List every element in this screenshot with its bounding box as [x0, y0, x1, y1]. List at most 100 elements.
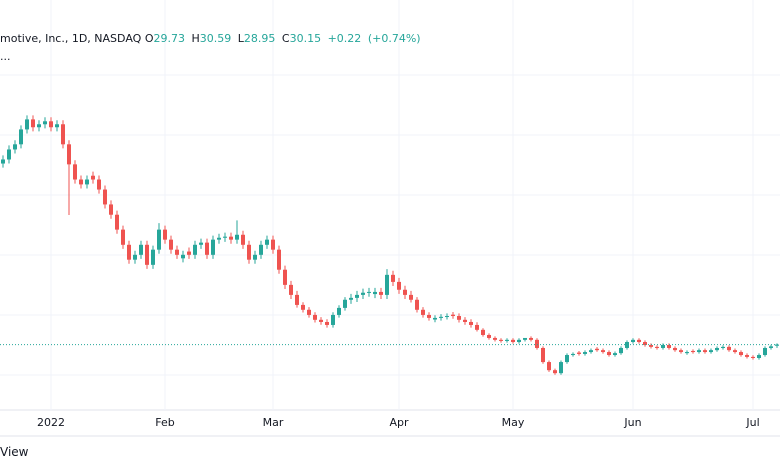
- candle-body: [751, 356, 755, 358]
- candle-body: [73, 164, 77, 180]
- candle-body: [187, 251, 191, 255]
- candle-body: [457, 316, 461, 320]
- x-tick-label: Jul: [745, 416, 759, 429]
- candle-body: [727, 346, 731, 351]
- candle-body: [85, 179, 89, 185]
- candle-body: [265, 239, 269, 245]
- candle-body: [595, 348, 599, 351]
- candle-body: [241, 234, 245, 245]
- candle-body: [55, 124, 59, 128]
- candle-body: [547, 362, 551, 371]
- candle-body: [205, 242, 209, 255]
- candle-body: [619, 347, 623, 354]
- candle-body: [217, 237, 221, 240]
- close-label: C: [281, 32, 290, 45]
- candle-body: [499, 339, 503, 341]
- candle-body: [631, 339, 635, 343]
- candle-body: [385, 274, 389, 295]
- candle-body: [151, 249, 155, 265]
- candle-body: [127, 244, 131, 260]
- high-label: H: [191, 32, 200, 45]
- candle-body: [709, 350, 713, 353]
- candle-body: [439, 316, 443, 318]
- candle-body: [211, 239, 215, 255]
- candle-body: [733, 350, 737, 353]
- candle-body: [667, 345, 671, 348]
- candle-body: [469, 321, 473, 325]
- candle-body: [25, 119, 29, 130]
- candle-body: [355, 294, 359, 298]
- candle-body: [109, 204, 113, 215]
- candle-body: [463, 319, 467, 322]
- candle-body: [445, 316, 449, 318]
- close-value: 30.15: [289, 32, 322, 45]
- candle-body: [325, 321, 329, 325]
- candle-body: [121, 229, 125, 245]
- change: +0.22: [327, 32, 362, 45]
- candle-body: [601, 350, 605, 353]
- candle-body: [559, 362, 563, 374]
- candle-body: [589, 350, 593, 353]
- candle-body: [673, 347, 677, 351]
- candle-body: [379, 291, 383, 295]
- candle-body: [721, 346, 725, 348]
- indicator-row[interactable]: ...: [0, 50, 11, 63]
- candle-body: [613, 353, 617, 356]
- candle-body: [97, 179, 101, 190]
- candle-body: [31, 119, 35, 128]
- candle-body: [181, 254, 185, 259]
- candle-body: [307, 309, 311, 315]
- candle-body: [715, 347, 719, 351]
- candle-body: [253, 254, 257, 260]
- candle-body: [373, 291, 377, 295]
- candle-body: [451, 314, 455, 317]
- candle-body: [427, 314, 431, 318]
- x-tick-label: May: [502, 416, 525, 429]
- candle-body: [697, 350, 701, 353]
- candle-body: [67, 144, 71, 165]
- candle-body: [691, 350, 695, 353]
- candle-body: [541, 347, 545, 363]
- candle-body: [535, 339, 539, 348]
- candle-body: [277, 249, 281, 270]
- candle-body: [505, 339, 509, 341]
- candle-body: [637, 339, 641, 343]
- legend-header: motive, Inc., 1D, NASDAQ O29.73 H30.59 L…: [0, 32, 424, 45]
- candle-body: [289, 284, 293, 295]
- candle-body: [523, 337, 527, 340]
- candle-body: [7, 149, 11, 160]
- candle-body: [391, 274, 395, 282]
- candle-body: [583, 352, 587, 354]
- x-tick-label: Jun: [623, 416, 641, 429]
- candle-body: [19, 129, 23, 145]
- candle-body: [79, 179, 83, 185]
- candle-body: [193, 244, 197, 255]
- candle-body: [511, 339, 515, 343]
- x-tick-label: 2022: [37, 416, 65, 429]
- candle-body: [487, 334, 491, 338]
- candle-body: [565, 355, 569, 363]
- candle-body: [577, 352, 581, 354]
- candle-body: [655, 346, 659, 348]
- candle-body: [175, 249, 179, 255]
- x-tick-label: Mar: [263, 416, 284, 429]
- candle-body: [199, 242, 203, 245]
- candle-body: [571, 353, 575, 356]
- candle-body: [649, 345, 653, 347]
- candle-body: [415, 299, 419, 310]
- candle-body: [157, 229, 161, 250]
- candle-body: [313, 314, 317, 320]
- candle-body: [421, 309, 425, 315]
- candle-body: [163, 229, 167, 240]
- candle-body: [361, 292, 365, 295]
- candle-body: [301, 304, 305, 310]
- candle-body: [43, 121, 47, 125]
- candle-body: [745, 355, 749, 357]
- candle-body: [367, 291, 371, 293]
- candle-body: [139, 244, 143, 255]
- candle-body: [115, 214, 119, 230]
- candle-body: [349, 297, 353, 300]
- candle-body: [1, 159, 5, 164]
